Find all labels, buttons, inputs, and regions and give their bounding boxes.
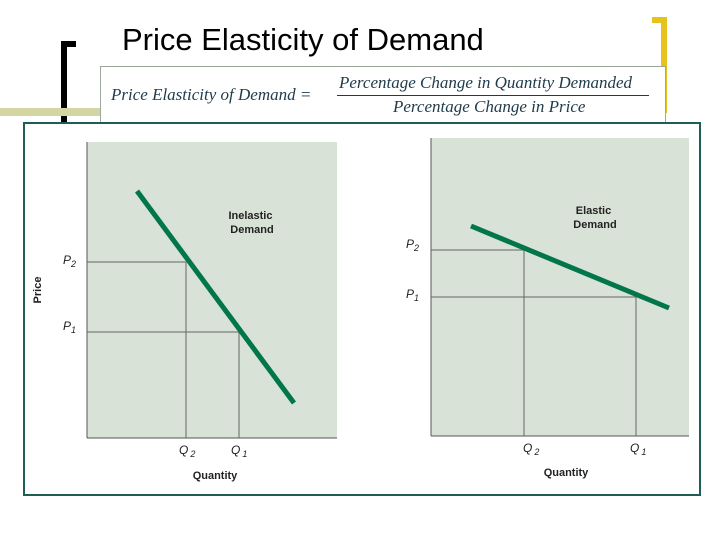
inelastic-demand-curve (134, 189, 297, 405)
price-axis-label: Price (32, 277, 44, 304)
elastic-demand-curve (470, 223, 670, 311)
inelastic-quantity-axis-label: Quantity (193, 470, 238, 482)
left-bracket-icon (61, 41, 76, 133)
elastic-plot-area (431, 138, 689, 436)
inelastic-curve-label: Inelastic Demand (228, 210, 275, 236)
elastic-quantity-axis-label: Quantity (544, 467, 589, 479)
elastic-p2-label: P2 (406, 237, 419, 253)
formula-lhs: Price Elasticity of Demand = (111, 85, 312, 104)
formula-denominator: Percentage Change in Price (393, 97, 586, 116)
elastic-p1-label: P1 (406, 287, 419, 303)
decorative-band (0, 108, 100, 116)
inelastic-p1-label: P1 (63, 319, 76, 335)
fraction-bar (337, 95, 649, 96)
elastic-curve-label: Elastic Demand (573, 205, 616, 231)
formula-numerator: Percentage Change in Quantity Demanded (339, 73, 633, 92)
inelastic-p2-label: P2 (63, 253, 76, 269)
formula-box: Price Elasticity of Demand = Percentage … (100, 66, 666, 126)
slide-title: Price Elasticity of Demand (122, 22, 484, 57)
